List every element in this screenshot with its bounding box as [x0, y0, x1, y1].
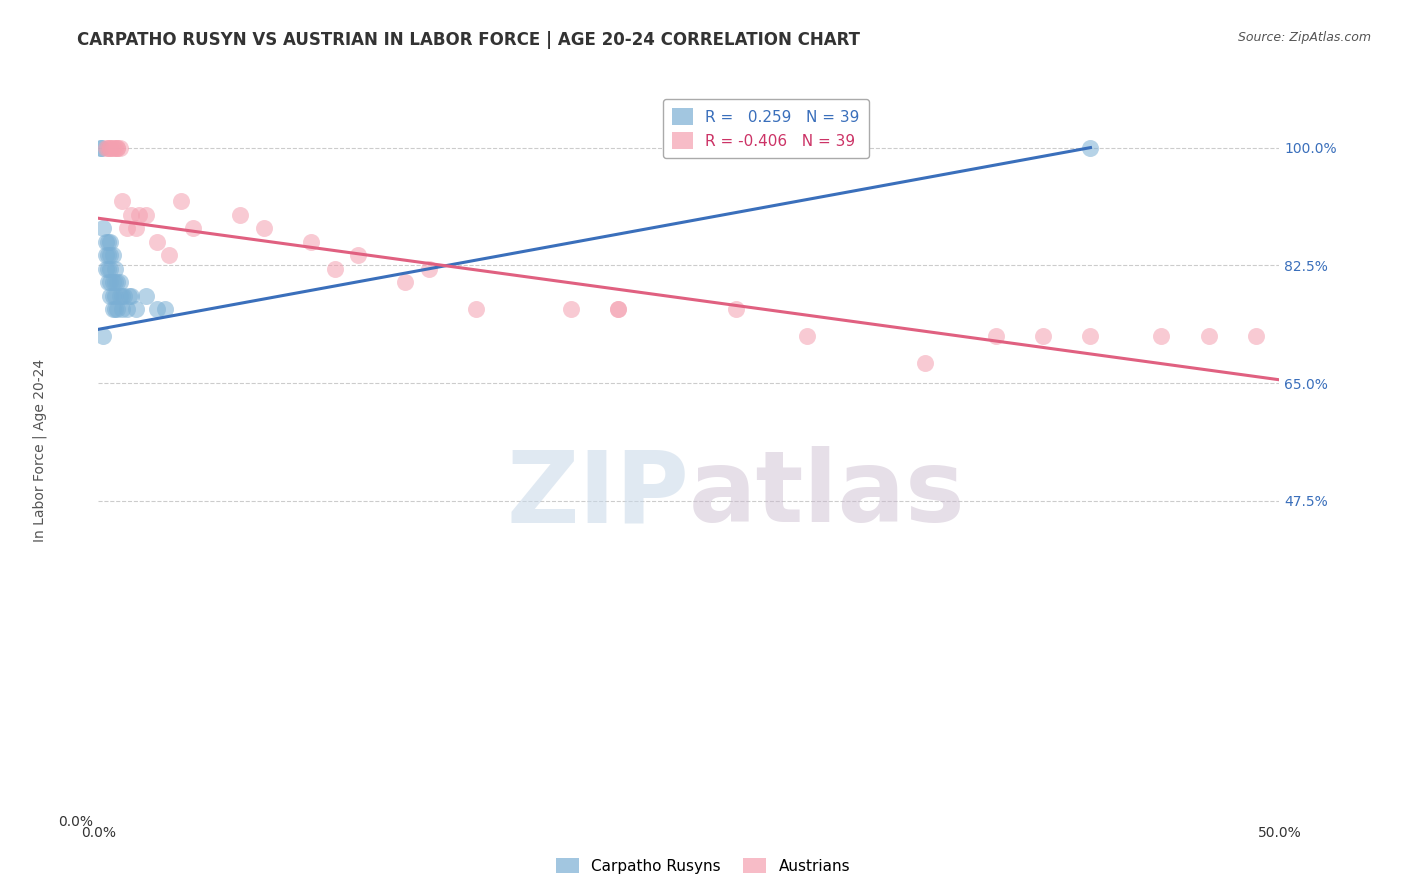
- Point: [97, 261, 120, 276]
- Text: ZIP: ZIP: [506, 446, 689, 543]
- Point: [90, 140, 112, 154]
- Point: [101, 288, 124, 302]
- Point: [418, 261, 440, 276]
- Point: [465, 302, 488, 317]
- Point: [125, 221, 148, 235]
- Point: [108, 288, 131, 302]
- Point: [118, 288, 141, 302]
- Point: [101, 248, 124, 262]
- Legend: R =   0.259   N = 39, R = -0.406   N = 39: R = 0.259 N = 39, R = -0.406 N = 39: [662, 99, 869, 158]
- Point: [101, 302, 124, 317]
- Point: [97, 235, 120, 249]
- Point: [796, 329, 818, 343]
- Point: [91, 329, 114, 343]
- Point: [98, 140, 121, 154]
- Point: [105, 140, 128, 154]
- Point: [135, 208, 157, 222]
- Point: [94, 261, 117, 276]
- Point: [98, 235, 121, 249]
- Text: atlas: atlas: [689, 446, 966, 543]
- Point: [323, 261, 346, 276]
- Point: [111, 194, 134, 209]
- Point: [94, 140, 117, 154]
- Point: [121, 288, 143, 302]
- Point: [115, 221, 138, 235]
- Point: [560, 302, 582, 317]
- Point: [299, 235, 322, 249]
- Point: [101, 140, 124, 154]
- Point: [108, 140, 131, 154]
- Point: [1198, 329, 1220, 343]
- Point: [111, 288, 134, 302]
- Point: [1150, 329, 1173, 343]
- Legend: Carpatho Rusyns, Austrians: Carpatho Rusyns, Austrians: [550, 852, 856, 880]
- Point: [181, 221, 204, 235]
- Point: [253, 221, 276, 235]
- Point: [125, 302, 148, 317]
- Point: [394, 275, 416, 289]
- Point: [146, 235, 169, 249]
- Point: [104, 302, 127, 317]
- Point: [101, 275, 124, 289]
- Point: [984, 329, 1007, 343]
- Point: [725, 302, 748, 317]
- Point: [170, 194, 193, 209]
- Text: CARPATHO RUSYN VS AUSTRIAN IN LABOR FORCE | AGE 20-24 CORRELATION CHART: CARPATHO RUSYN VS AUSTRIAN IN LABOR FORC…: [77, 31, 860, 49]
- Point: [105, 140, 128, 154]
- Point: [108, 275, 131, 289]
- Point: [121, 208, 143, 222]
- Point: [94, 248, 117, 262]
- Point: [97, 275, 120, 289]
- Point: [347, 248, 370, 262]
- Point: [153, 302, 176, 317]
- Point: [98, 140, 121, 154]
- Point: [104, 275, 127, 289]
- Point: [135, 288, 157, 302]
- Point: [105, 275, 128, 289]
- Point: [128, 208, 150, 222]
- Point: [112, 288, 135, 302]
- Point: [98, 275, 121, 289]
- Point: [97, 140, 120, 154]
- Point: [91, 221, 114, 235]
- Point: [90, 140, 112, 154]
- Point: [1080, 140, 1102, 154]
- Point: [1244, 329, 1267, 343]
- Point: [1032, 329, 1054, 343]
- Text: Source: ZipAtlas.com: Source: ZipAtlas.com: [1237, 31, 1371, 45]
- Point: [104, 288, 127, 302]
- Point: [146, 302, 169, 317]
- Point: [111, 302, 134, 317]
- Point: [229, 208, 252, 222]
- Point: [607, 302, 630, 317]
- Point: [157, 248, 180, 262]
- Point: [1080, 329, 1102, 343]
- Point: [98, 288, 121, 302]
- Point: [98, 261, 121, 276]
- Point: [115, 302, 138, 317]
- Point: [94, 235, 117, 249]
- Y-axis label: In Labor Force | Age 20-24: In Labor Force | Age 20-24: [32, 359, 48, 542]
- Point: [104, 140, 127, 154]
- Point: [97, 248, 120, 262]
- Point: [104, 261, 127, 276]
- Point: [914, 356, 936, 370]
- Point: [607, 302, 630, 317]
- Point: [98, 248, 121, 262]
- Point: [105, 302, 128, 317]
